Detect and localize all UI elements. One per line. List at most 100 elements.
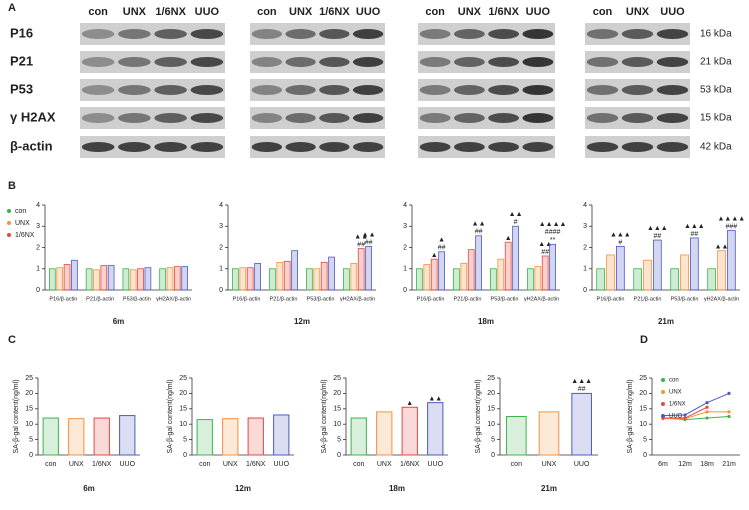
lane-label: UNX (626, 6, 650, 18)
y-tick-label: 1 (403, 266, 407, 273)
protein-label: P16 (10, 25, 33, 40)
y-tick-label: 15 (25, 406, 33, 413)
blot-band (656, 29, 689, 39)
blot-band (453, 113, 485, 123)
blot-strip (80, 79, 225, 101)
y-tick-label: 15 (179, 406, 187, 413)
size-label: 15 kDa (700, 113, 732, 124)
bar (534, 266, 542, 291)
bar (291, 250, 298, 291)
y-tick-label: 1 (219, 266, 223, 273)
bar (357, 248, 365, 291)
blot-band (419, 57, 451, 67)
bar (690, 237, 699, 291)
chart: 0 5 10 15 20 25 SA-β-gal content(ng/ml) 6m 12m 18… (627, 375, 740, 468)
blot-strip (418, 136, 555, 158)
blot-strip (80, 136, 225, 158)
size-label: 53 kDa (700, 85, 732, 96)
blot-band (621, 29, 654, 39)
blot-band (81, 57, 115, 67)
lane-label: con (257, 6, 277, 18)
bar (670, 268, 679, 291)
lane-label: UUO (356, 6, 381, 18)
bar (475, 235, 482, 291)
bar (247, 417, 264, 456)
blot-band (81, 85, 115, 95)
bar (423, 264, 431, 291)
blot-band (190, 113, 224, 123)
blot-band (586, 57, 619, 67)
blot-band (154, 142, 187, 152)
significance: ▲▲ (509, 211, 523, 218)
significance: ** (550, 237, 556, 244)
blot-band (251, 57, 283, 67)
y-tick-label: 20 (333, 390, 341, 397)
bar (727, 230, 736, 291)
x-tick-label: 1/6NX (400, 461, 420, 468)
protein-label: γ H2AX (10, 109, 56, 124)
blot-band (453, 142, 485, 152)
x-tick-label: UUO (273, 461, 289, 468)
x-tick-label: UUO (119, 461, 135, 468)
y-tick-label: 10 (25, 421, 33, 428)
significance: ▲ (431, 252, 438, 259)
x-axis-label: 18m (478, 317, 494, 326)
significance: ## (438, 245, 446, 252)
line (663, 411, 729, 420)
y-tick-label: 0 (219, 287, 223, 294)
bar (276, 261, 284, 291)
chart: 0 5 10 15 20 25 SA-β-gal content(ng/ml) 12m con U… (167, 375, 294, 493)
blot-band (251, 113, 283, 123)
bar (269, 268, 276, 291)
bar (93, 269, 100, 291)
bar (71, 259, 78, 291)
blot-band (352, 113, 384, 123)
blot-band (319, 85, 350, 95)
blot-strip (418, 107, 555, 129)
y-axis-label: SA-β-gal content(ng/ml) (167, 379, 174, 453)
significance: ▲▲▲ (684, 223, 705, 230)
blot-strip (250, 79, 385, 101)
blot-band (586, 113, 619, 123)
bar (63, 264, 71, 291)
bar (653, 239, 662, 291)
bar (273, 414, 290, 456)
bar (283, 260, 291, 291)
blot-band (285, 29, 316, 39)
y-tick-label: 15 (639, 406, 647, 413)
x-axis-label: 6m (83, 484, 95, 493)
blot-band (522, 57, 554, 67)
chart: 0 5 10 15 20 25 SA-β-gal content(ng/ml) 18m con U… (321, 375, 448, 493)
x-tick-label: UNX (542, 461, 557, 468)
size-label: 21 kDa (700, 57, 732, 68)
blot-band (118, 113, 151, 123)
legend-marker (661, 390, 665, 394)
blot-band (285, 142, 316, 152)
blot-band (522, 85, 554, 95)
blot-band (656, 57, 689, 67)
significance: ▲ (505, 235, 512, 242)
y-tick-label: 25 (487, 375, 495, 382)
blot-strip (250, 136, 385, 158)
x-tick-label: UUO (427, 461, 443, 468)
lane-label: UUO (195, 6, 220, 18)
x-tick-label: P21/β-actin (454, 296, 482, 302)
bar (254, 263, 261, 291)
x-axis-label: 6m (113, 317, 125, 326)
lane-label: con (593, 6, 613, 18)
blot-strip (418, 79, 555, 101)
blot-band (522, 142, 554, 152)
bar (328, 256, 335, 291)
significance: ## (475, 229, 483, 236)
blot-band (453, 85, 485, 95)
y-axis-label: SA-β-gal content(ng/ml) (321, 379, 328, 453)
blot-band (352, 29, 384, 39)
significance: ▲▲▲▲ (718, 215, 746, 222)
x-axis-label: 18m (389, 484, 405, 493)
bar (100, 265, 108, 291)
bar (376, 411, 393, 456)
blot-band (352, 142, 384, 152)
significance: ▲ (406, 400, 413, 407)
blot-band (453, 57, 485, 67)
blot-band (118, 142, 151, 152)
